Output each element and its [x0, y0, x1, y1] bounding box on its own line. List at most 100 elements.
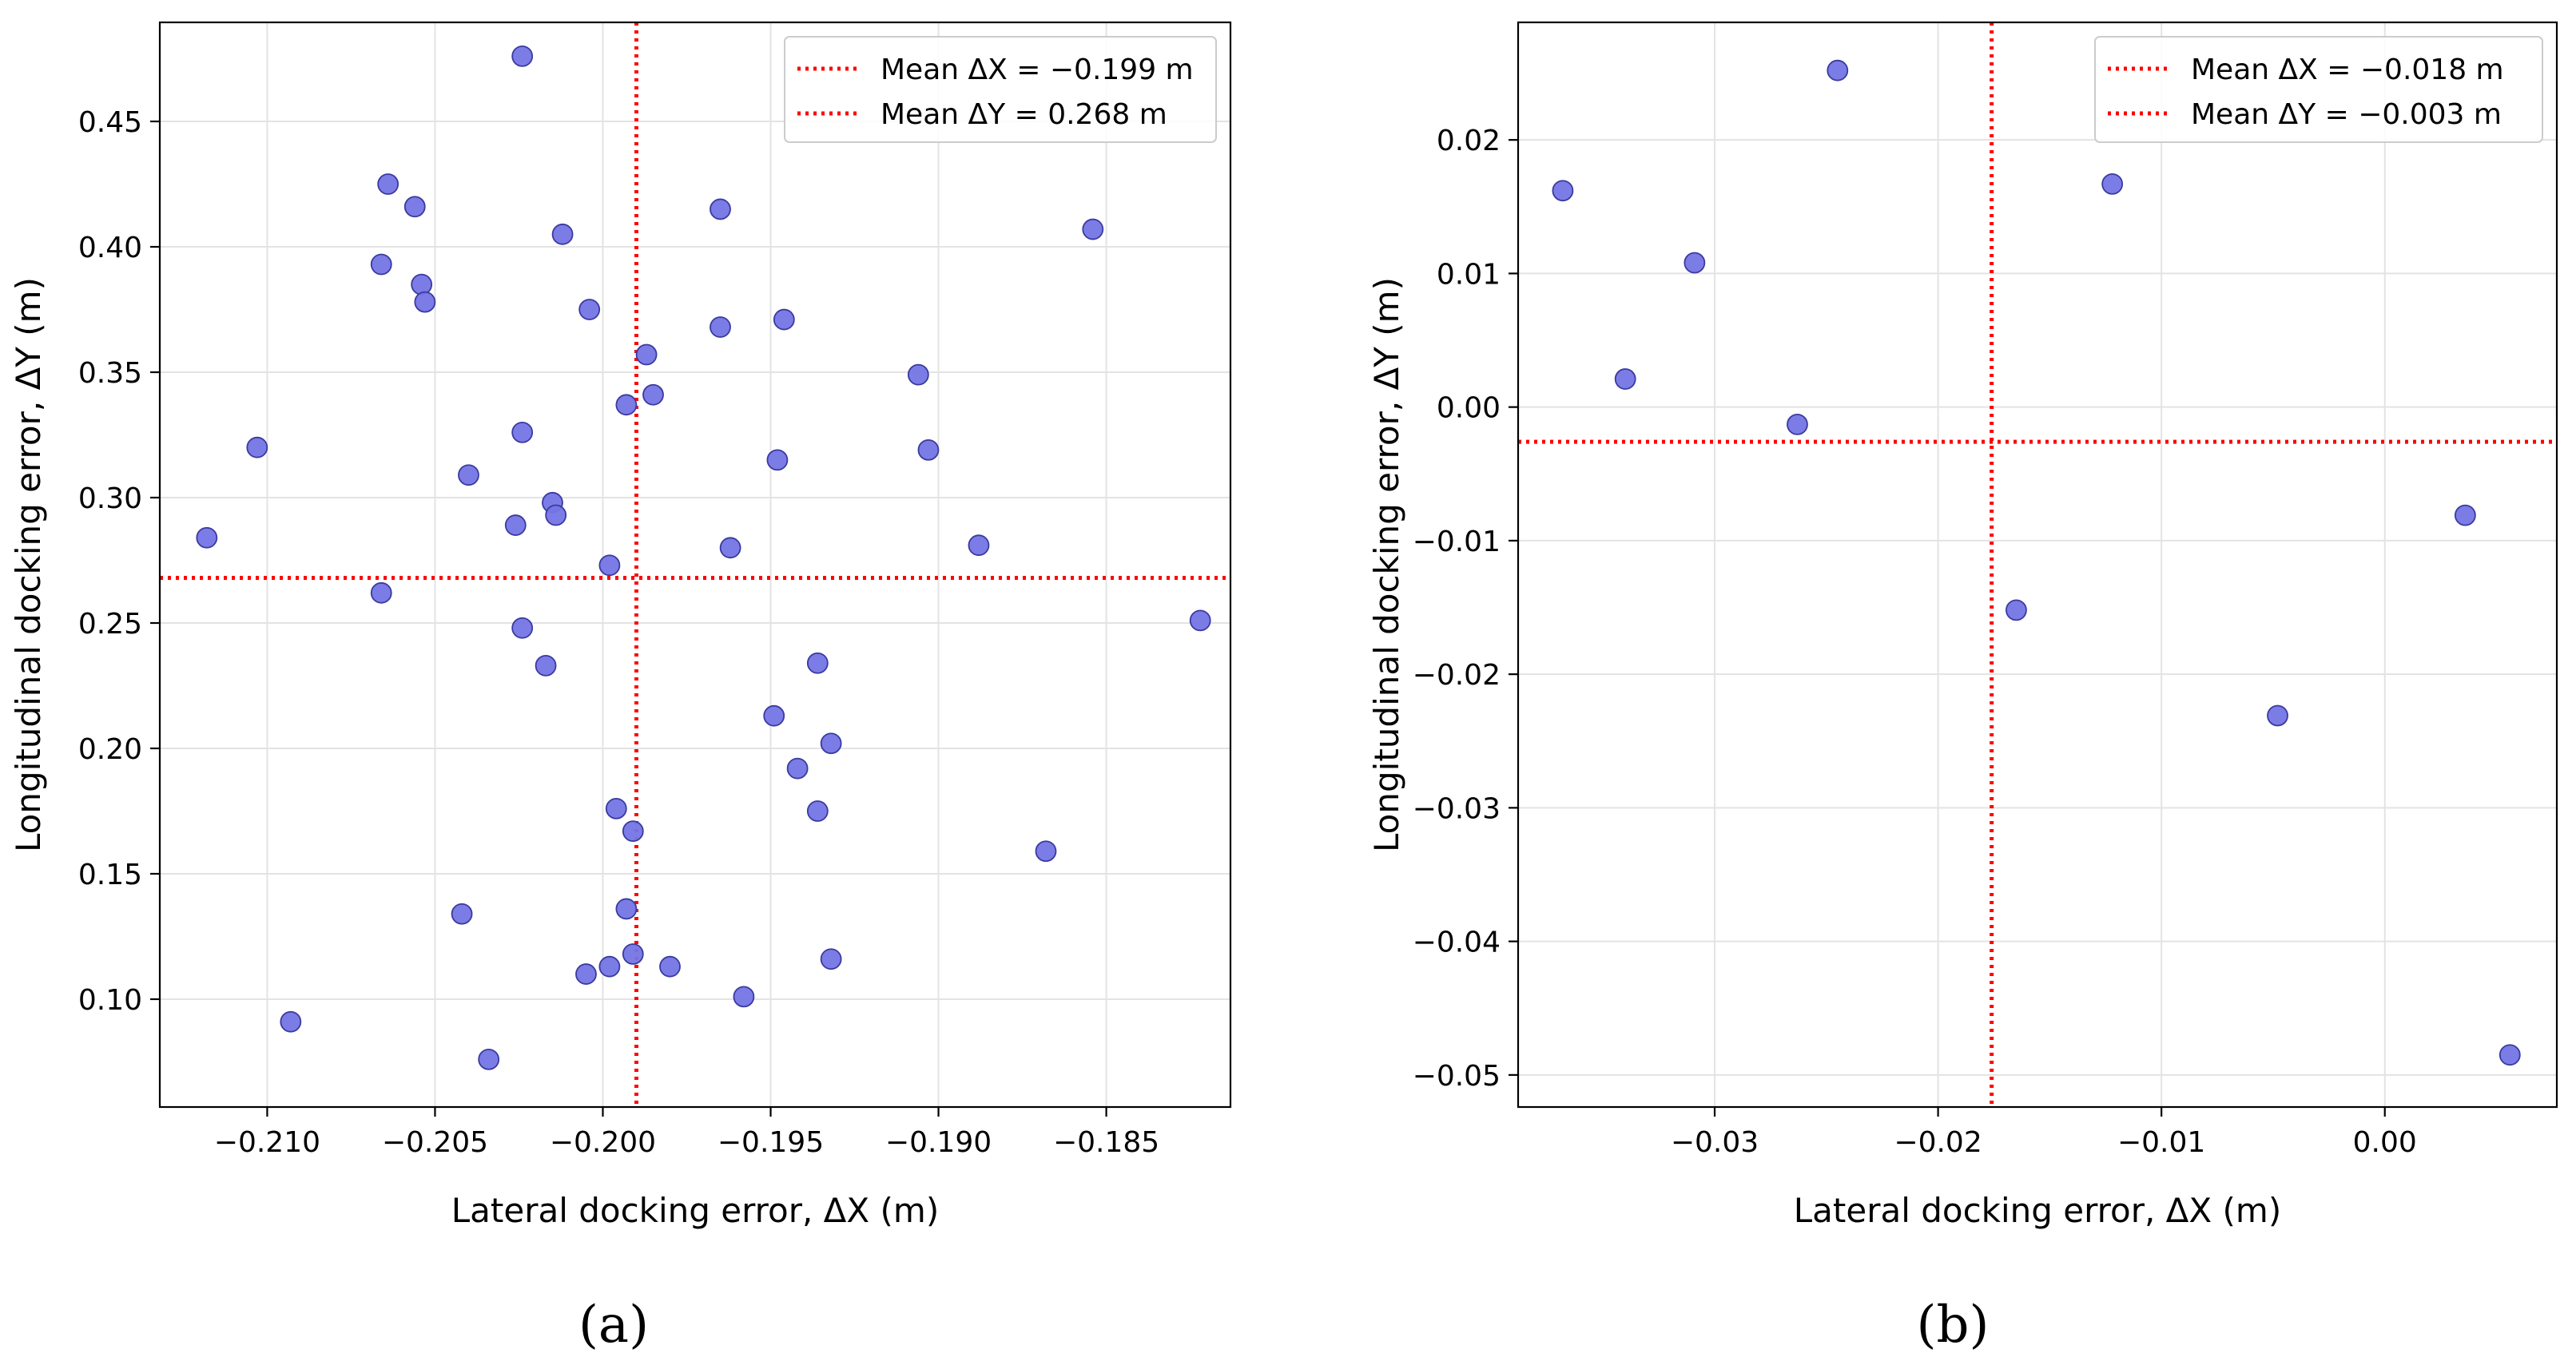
y-tick-label: 0.25 — [78, 608, 142, 641]
scatter-point — [1684, 252, 1706, 274]
y-tick-label: −0.01 — [1413, 526, 1501, 558]
panel-b-points — [1552, 59, 2521, 1066]
scatter-point — [2006, 599, 2027, 621]
y-tick-label: −0.02 — [1413, 659, 1501, 692]
x-tick-label: −0.195 — [718, 1126, 824, 1159]
panel-a-legend-box — [784, 36, 1217, 143]
scatter-point — [478, 1048, 500, 1070]
scatter-point — [710, 198, 731, 220]
scatter-point — [377, 173, 400, 195]
scatter-point — [806, 800, 829, 822]
panel-a-grid — [160, 22, 1230, 1107]
y-tick-label: 0.02 — [1437, 125, 1501, 157]
scatter-point — [820, 948, 842, 970]
scatter-point — [280, 1010, 302, 1033]
panel-b-ticks: −0.03 −0.02 −0.01 0.00 −0.05 −0.04 −0.03 −0.02 −… — [1413, 125, 2417, 1159]
scatter-point — [605, 797, 627, 819]
panel-a-ticks: −0.210 −0.205 −0.200 −0.195 −0.190 −0.185 0.10… — [78, 106, 1159, 1159]
panel-b-legend-label-mean-y: Mean ΔY = −0.003 m — [2191, 98, 2502, 131]
scatter-point — [451, 903, 473, 925]
scatter-point — [403, 196, 426, 218]
y-tick-label: 0.15 — [78, 859, 142, 891]
scatter-point — [710, 316, 731, 338]
scatter-point — [511, 421, 534, 443]
x-tick-label: −0.03 — [1671, 1126, 1759, 1159]
y-tick-label: −0.03 — [1413, 792, 1501, 825]
y-tick-label: 0.00 — [1437, 392, 1501, 425]
scatter-point — [578, 299, 601, 320]
scatter-point — [1827, 59, 1849, 81]
scatter-point — [622, 943, 644, 965]
scatter-point — [1787, 413, 1808, 435]
scatter-point — [535, 654, 557, 677]
scatter-point — [504, 514, 527, 536]
scatter-point — [545, 504, 567, 526]
panel-a-y-axis-label: Longitudinal docking error, ΔY (m) — [9, 277, 48, 852]
scatter-point — [370, 581, 392, 604]
scatter-point — [2267, 704, 2288, 727]
scatter-point — [763, 704, 785, 727]
scatter-point — [1035, 840, 1057, 863]
scatter-point — [733, 986, 755, 1008]
panel-a-x-axis-label: Lateral docking error, ΔX (m) — [451, 1191, 939, 1230]
scatter-point — [2498, 1044, 2521, 1066]
x-tick-label: −0.185 — [1053, 1126, 1159, 1159]
scatter-point — [551, 223, 574, 245]
scatter-point — [642, 383, 664, 406]
panel-a-chart: −0.210 −0.205 −0.200 −0.195 −0.190 −0.185 0.10… — [9, 21, 1232, 1355]
scatter-point — [575, 963, 597, 985]
panel-a-legend-label-mean-y: Mean ΔY = 0.268 m — [881, 98, 1167, 131]
x-tick-label: 0.00 — [2353, 1126, 2417, 1159]
y-tick-label: 0.10 — [78, 984, 142, 1017]
panel-a-caption: (a) — [578, 1296, 649, 1355]
scatter-point — [1082, 218, 1104, 240]
x-tick-label: −0.190 — [885, 1126, 992, 1159]
panel-b-caption: (b) — [1917, 1296, 1990, 1355]
scatter-point — [766, 449, 789, 471]
scatter-point — [511, 45, 534, 67]
x-tick-label: −0.200 — [550, 1126, 656, 1159]
x-tick-label: −0.210 — [214, 1126, 320, 1159]
scatter-point — [615, 898, 638, 920]
scatter-point — [414, 291, 436, 313]
panel-b-mean-lines — [1518, 22, 2557, 1107]
panel-b-legend: Mean ΔX = −0.018 m Mean ΔY = −0.003 m — [2094, 36, 2543, 143]
scatter-point — [615, 394, 638, 416]
scatter-point — [907, 363, 929, 386]
panel-a-plot-frame — [158, 21, 1232, 1109]
y-tick-label: 0.20 — [78, 733, 142, 766]
scatter-point — [968, 534, 990, 557]
scatter-point — [511, 617, 534, 639]
panel-a-mean-lines — [160, 22, 1230, 1107]
scatter-point — [659, 955, 681, 978]
panel-b-grid — [1518, 22, 2557, 1107]
scatter-point — [246, 436, 268, 458]
scatter-point — [719, 537, 741, 559]
scatter-point — [1614, 368, 1636, 390]
panel-b-plot-frame — [1517, 21, 2558, 1109]
scatter-point — [2101, 173, 2124, 195]
scatter-point — [786, 757, 809, 780]
scatter-point — [411, 273, 433, 296]
scatter-point — [773, 308, 795, 331]
scatter-point — [598, 955, 621, 978]
y-tick-label: 0.35 — [78, 357, 142, 390]
y-tick-label: −0.05 — [1413, 1060, 1501, 1093]
scatter-point — [622, 820, 644, 843]
y-tick-label: 0.40 — [78, 232, 142, 264]
scatter-point — [2454, 504, 2476, 526]
x-tick-label: −0.02 — [1894, 1126, 1982, 1159]
y-tick-label: 0.01 — [1437, 258, 1501, 291]
scatter-point — [917, 438, 940, 461]
scatter-point — [196, 526, 218, 549]
panel-a-points — [196, 45, 1211, 1070]
panel-a-legend-label-mean-x: Mean ΔX = −0.199 m — [881, 54, 1194, 86]
panel-b-chart: −0.03 −0.02 −0.01 0.00 −0.05 −0.04 −0.03 −0.02 −… — [1367, 21, 2558, 1355]
scatter-point — [635, 343, 658, 366]
y-tick-label: 0.45 — [78, 106, 142, 139]
scatter-point — [598, 554, 621, 577]
x-tick-label: −0.205 — [382, 1126, 488, 1159]
panel-b-x-axis-label: Lateral docking error, ΔX (m) — [1794, 1191, 2281, 1230]
panel-b-legend-label-mean-x: Mean ΔX = −0.018 m — [2191, 54, 2504, 86]
